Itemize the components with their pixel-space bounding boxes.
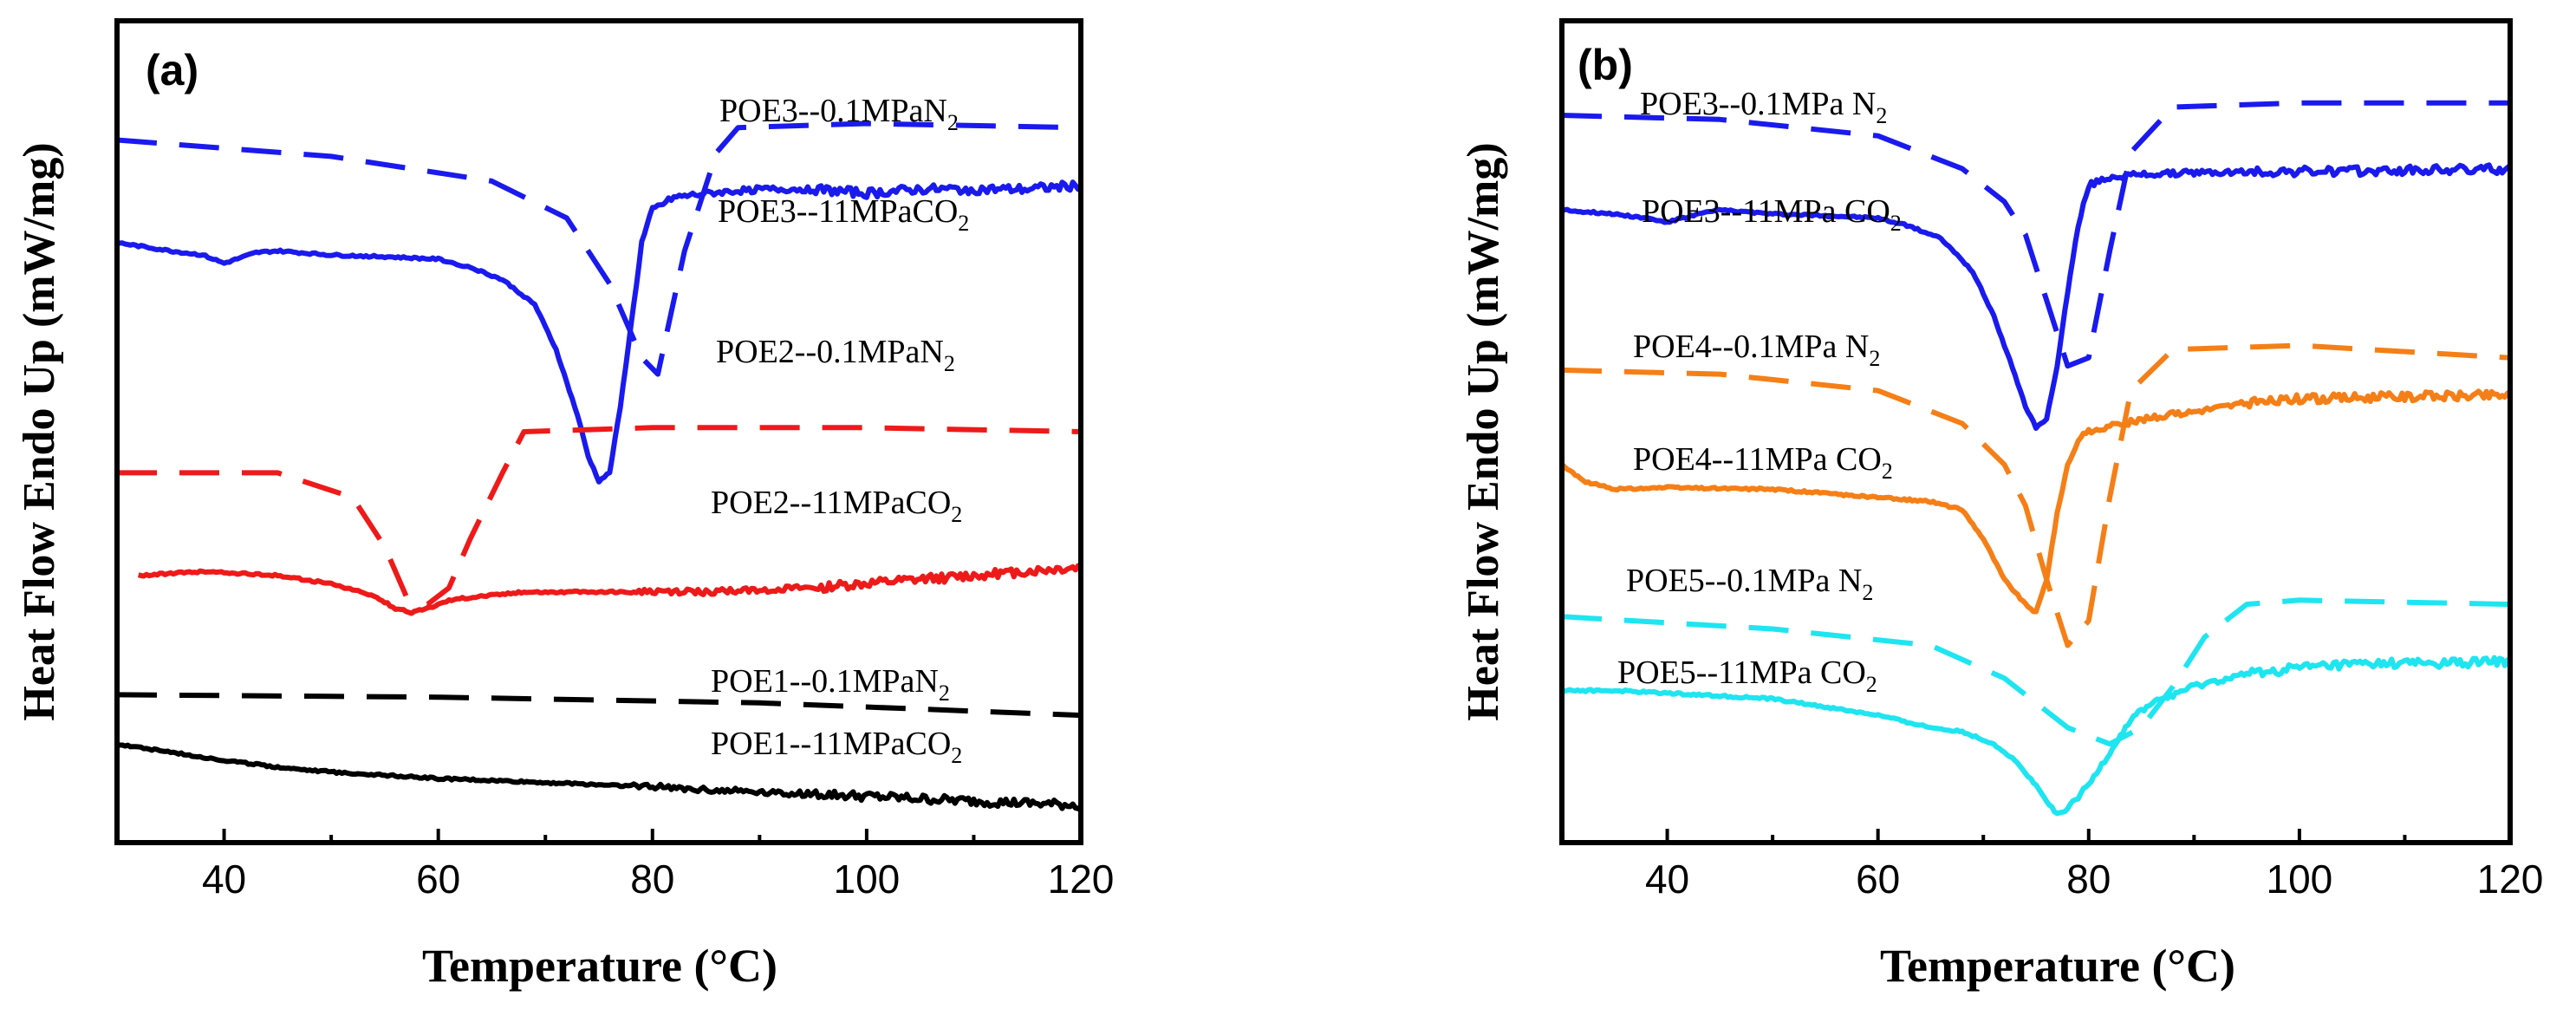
curve-label: POE1--0.1MPaN2 [711,663,950,706]
curve-label: POE4--11MPa CO2 [1633,441,1893,484]
curve-poe1-11mpaco2 [117,741,1081,811]
x-tick-label: 80 [2066,856,2111,902]
x-tick-label: 40 [202,856,246,902]
curve-labels-b: POE3--0.1MPa N2 POE3--11MPa CO2 POE4--0.1M… [1617,86,1902,697]
x-tick-label: 40 [1645,856,1689,902]
curve-poe2-0-1mpan2 [117,425,1081,608]
plot-frame-a [114,18,1083,845]
x-tick-label: 120 [1048,856,1115,902]
curve-label: POE3--11MPa CO2 [1642,193,1902,236]
curve-poe3-0-1mpa-n2 [1562,100,2510,369]
x-tick-label: 100 [2267,856,2333,902]
x-tick-label: 100 [834,856,901,902]
curve-label: POE1--11MPaCO2 [711,726,962,768]
curve-poe4-0-1mpa-n2 [1562,342,2510,648]
chart-panel-b: 40 60 80 100 120 POE3--0.1MPa N2 POE3--11MPa … [1459,18,2544,992]
x-tick-label: 80 [630,856,674,902]
curve-label: POE3--0.1MPaN2 [719,93,959,135]
chart-panel-a: 40 60 80 100 120 POE3--0.1MPaN2 POE3--11MPaCO… [15,18,1115,992]
curve-poe2-11mpaco2 [137,563,1081,616]
x-axis-title-a: Temperature (°C) [422,940,777,992]
curve-poe5-11mpa-co2 [1562,655,2510,817]
curve-poe3-0-1mpan2 [117,120,1081,377]
curve-poe1-0-1mpan2 [117,692,1081,719]
curve-labels-a: POE3--0.1MPaN2 POE3--11MPaCO2 POE2--0.1MPa… [711,93,969,768]
curve-poe3-11mpaco2 [117,179,1081,485]
x-tick-label: 120 [2477,856,2544,902]
curves-a [117,120,1081,811]
plot-frame-b [1559,18,2513,845]
curve-label: POE5--11MPa CO2 [1617,655,1877,697]
x-tick-label: 60 [416,856,460,902]
curve-poe5-0-1mpa-n2 [1562,597,2510,747]
curves-b [1562,100,2510,817]
x-ticks-a: 40 60 80 100 120 [115,829,1115,902]
curve-label: POE3--11MPaCO2 [718,193,969,236]
x-axis-title-b: Temperature (°C) [1880,940,2235,992]
curve-label: POE4--0.1MPa N2 [1633,329,1880,371]
curve-label: POE2--11MPaCO2 [711,485,962,527]
curve-label: POE3--0.1MPa N2 [1640,86,1887,128]
y-axis-title-b: Heat Flow Endo Up (mW/mg) [1459,142,1508,720]
curve-label: POE5--0.1MPa N2 [1626,563,1873,605]
y-axis-title-a: Heat Flow Endo Up (mW/mg) [15,142,64,720]
x-ticks-b: 40 60 80 100 120 [1560,829,2544,902]
panel-label-a: (a) [146,46,198,94]
curve-poe4-11mpa-co2 [1562,388,2510,615]
curve-poe3-11mpa-co2 [1562,162,2510,431]
curve-label: POE2--0.1MPaN2 [716,334,955,376]
panel-label-b: (b) [1577,41,1633,89]
x-tick-label: 60 [1856,856,1900,902]
